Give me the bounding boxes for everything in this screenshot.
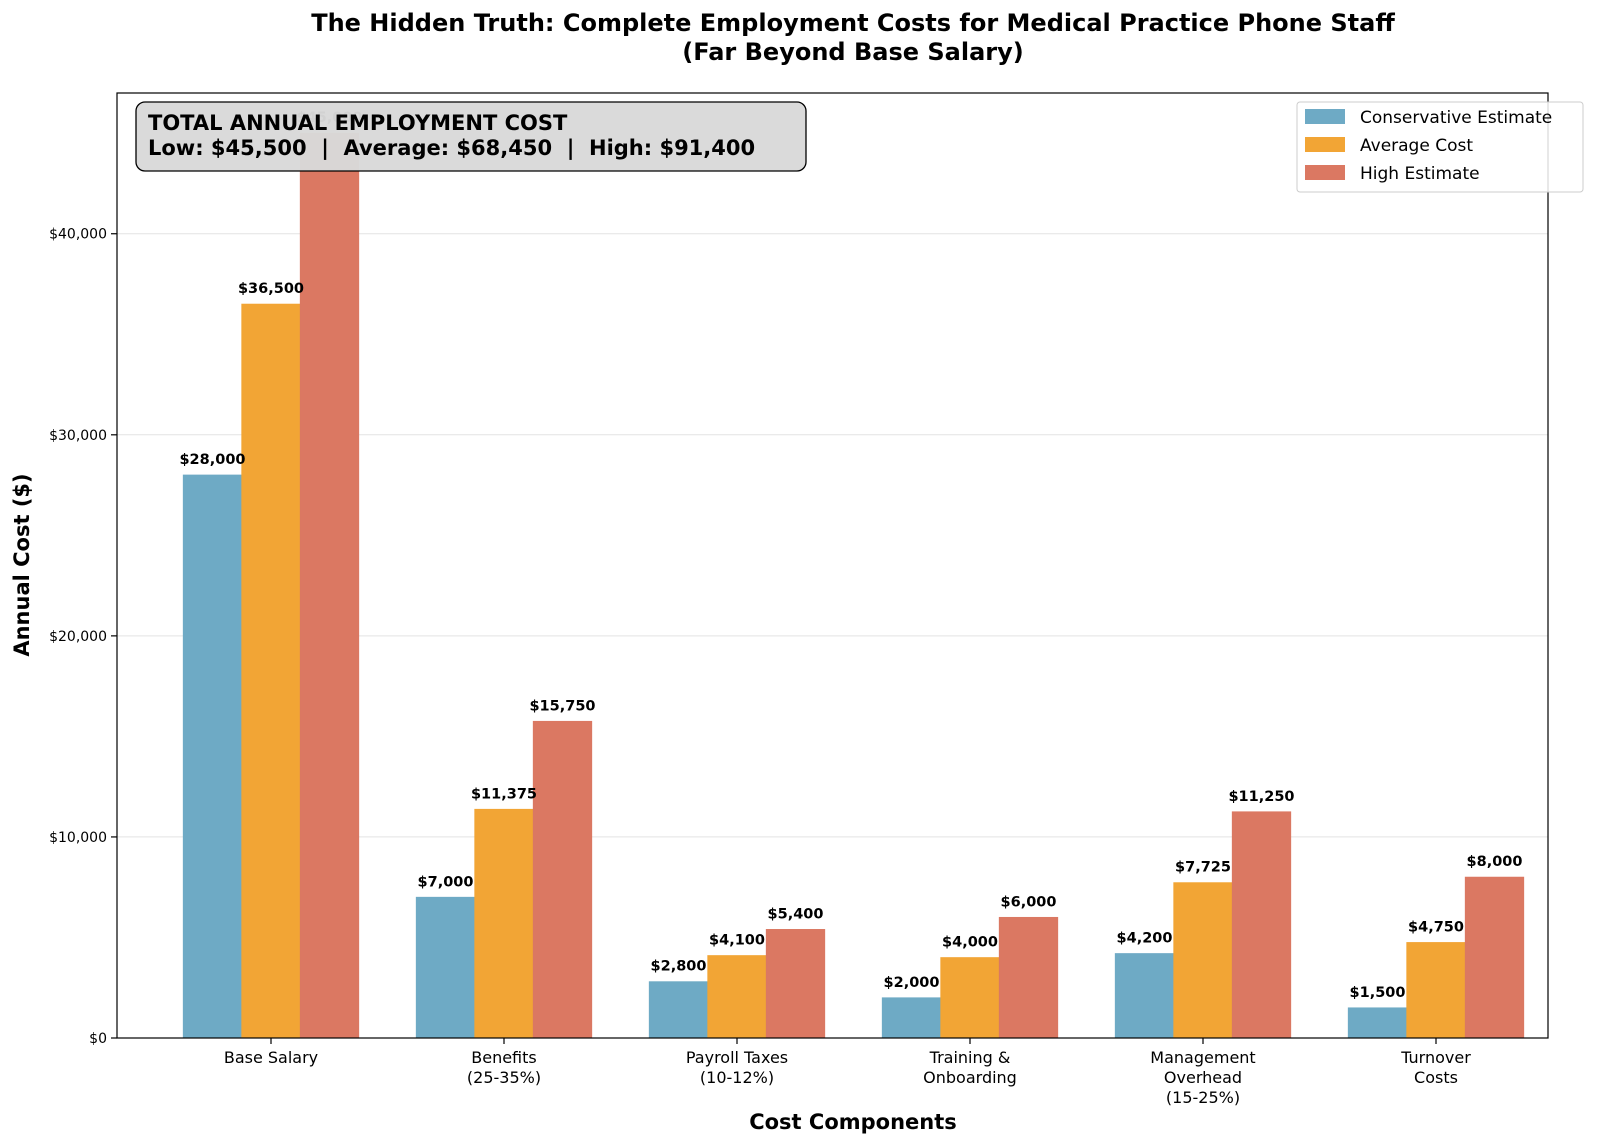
bar [1173, 882, 1233, 1039]
annotation-line-1: TOTAL ANNUAL EMPLOYMENT COST [148, 111, 568, 135]
bar-value-label: $2,800 [651, 959, 707, 975]
x-axis-label: Cost Components [749, 1110, 957, 1134]
plot-frame [116, 92, 1549, 1039]
x-axis-ticks: Base Salary Benefits(25-35%) Payroll Taxes… [224, 1038, 1471, 1107]
legend-swatch [1305, 137, 1345, 152]
total-cost-annotation: TOTAL ANNUAL EMPLOYMENT COST Low: $45,50… [135, 101, 807, 172]
bar [1406, 942, 1466, 1039]
bar-value-label: $11,375 [471, 786, 537, 802]
chart-subtitle: (Far Beyond Base Salary) [682, 38, 1023, 66]
bar-value-label: $4,000 [942, 935, 998, 951]
bar-value-label: $5,400 [768, 906, 824, 922]
x-tick-label: Payroll Taxes [686, 1048, 788, 1067]
legend-label: Conservative Estimate [1360, 108, 1552, 128]
bar [182, 474, 243, 1039]
bar-value-label: $2,000 [884, 975, 940, 991]
y-tick-label: $30,000 [49, 428, 107, 444]
bar [1231, 811, 1292, 1039]
x-tick-label: (10-12%) [700, 1068, 774, 1087]
y-tick-label: $0 [89, 1031, 107, 1047]
x-tick-label: Training & [929, 1048, 1011, 1067]
x-tick-label: Management [1150, 1048, 1255, 1067]
bar [648, 981, 709, 1039]
bar-value-label: $1,500 [1350, 985, 1406, 1001]
bar-value-label: $4,100 [709, 933, 765, 949]
bar [532, 720, 593, 1039]
x-tick-label: (15-25%) [1166, 1088, 1240, 1107]
bar [1114, 953, 1175, 1039]
x-tick-label: Costs [1414, 1068, 1458, 1087]
x-tick-label: (25-35%) [467, 1068, 541, 1087]
x-tick-label: Base Salary [224, 1048, 318, 1067]
bar [998, 916, 1059, 1039]
bar [299, 132, 360, 1039]
bar-value-label: $15,750 [529, 698, 595, 714]
annotation-line-2: Low: $45,500 | Average: $68,450 | High: … [148, 136, 755, 161]
bar-value-label: $36,500 [238, 281, 304, 297]
x-tick-label: Onboarding [923, 1068, 1017, 1087]
bar-value-label: $8,000 [1467, 854, 1523, 870]
legend-frame [1296, 101, 1584, 193]
x-tick-label: Benefits [471, 1048, 537, 1067]
bar [474, 808, 534, 1039]
bar-value-label: $7,000 [418, 874, 474, 890]
x-tick-label: Turnover [1400, 1048, 1471, 1067]
bar-value-label: $6,000 [1001, 894, 1057, 910]
bar-value-label: $7,725 [1175, 860, 1231, 876]
bar [707, 955, 767, 1039]
y-axis-ticks: $0 $10,000 $20,000 $30,000 $40,000 [49, 227, 117, 1047]
y-axis-label: Annual Cost ($) [10, 473, 34, 656]
bar [1347, 1007, 1408, 1039]
y-tick-label: $40,000 [49, 227, 107, 243]
bar [1464, 876, 1525, 1039]
bar [940, 957, 1000, 1039]
bar [765, 929, 826, 1039]
bar-value-label: $28,000 [179, 452, 245, 468]
bar [881, 997, 942, 1039]
legend-swatch [1305, 165, 1345, 180]
legend: Conservative Estimate Average Cost High Es… [1296, 101, 1584, 193]
value-labels: $28,000$36,500$45,000$7,000$11,375$15,75… [179, 110, 1522, 1001]
bar-value-label: $4,200 [1117, 931, 1173, 947]
bar-value-label: $11,250 [1228, 789, 1294, 805]
bar-value-label: $4,750 [1408, 919, 1464, 935]
annotation-box [135, 101, 807, 172]
bars-group [182, 132, 1525, 1039]
legend-swatch [1305, 109, 1345, 124]
x-tick-label: Overhead [1164, 1068, 1242, 1087]
legend-label: Average Cost [1360, 136, 1473, 156]
y-tick-label: $10,000 [49, 830, 107, 846]
bar [415, 896, 476, 1039]
y-tick-label: $20,000 [49, 629, 107, 645]
legend-label: High Estimate [1360, 164, 1480, 184]
chart-title: The Hidden Truth: Complete Employment Co… [311, 9, 1395, 37]
bar [241, 303, 301, 1039]
